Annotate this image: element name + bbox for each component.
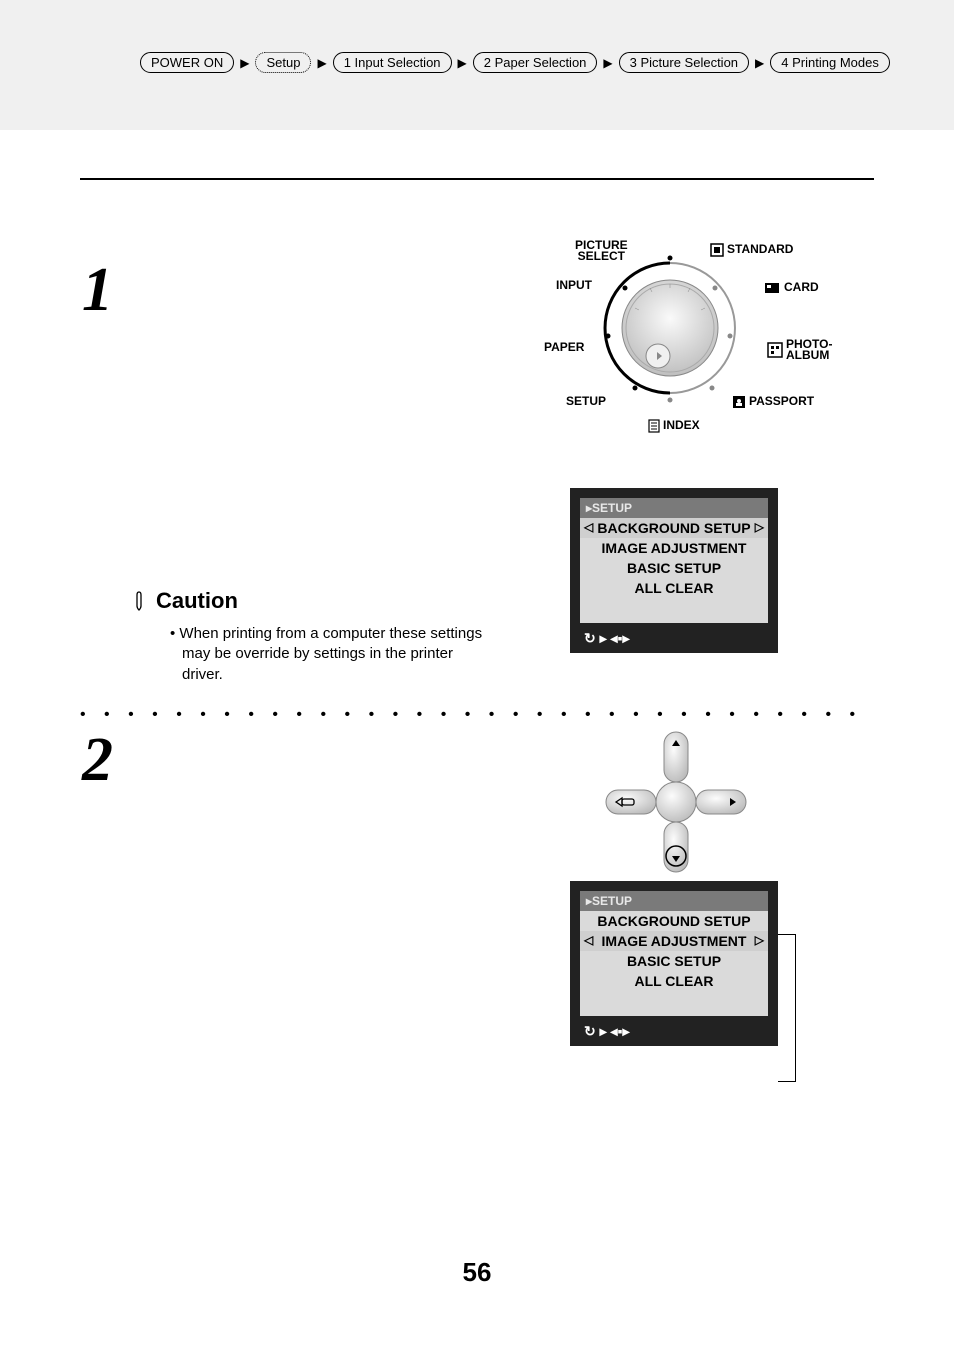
- lcd-title: ▸SETUP: [580, 891, 768, 911]
- caution-body-text: • When printing from a computer these se…: [170, 624, 490, 685]
- breadcrumb: POWER ON ▶ Setup ▶ 1 Input Selection ▶ 2 Paper…: [140, 52, 854, 73]
- card-icon: [765, 282, 781, 294]
- lcd-menu-item: BASIC SETUP: [580, 558, 768, 578]
- lcd-callout-line: [778, 934, 796, 1082]
- lcd-menu-item: ALL CLEAR: [580, 578, 768, 598]
- lcd-menu-item: BACKGROUND SETUP: [580, 911, 768, 931]
- breadcrumb-item: 2 Paper Selection: [473, 52, 598, 73]
- breadcrumb-item: 4 Printing Modes: [770, 52, 890, 73]
- lcd-menu-item: ALL CLEAR: [580, 971, 768, 991]
- breadcrumb-arrow: ▶: [240, 56, 249, 70]
- pencil-icon: [130, 590, 148, 612]
- direction-pad: [602, 728, 750, 876]
- caution-block: Caution • When printing from a computer …: [130, 588, 490, 685]
- page-number: 56: [0, 1257, 954, 1288]
- dial-label-setup: SETUP: [566, 394, 606, 408]
- dial-label-paper: PAPER: [544, 340, 584, 354]
- photo-album-icon: [767, 342, 783, 358]
- dial-label-standard: STANDARD: [710, 242, 793, 257]
- lcd-screen-1: ▸SETUP BACKGROUND SETUP◁▷IMAGE ADJUSTMEN…: [570, 488, 778, 653]
- dial-label-input: INPUT: [556, 278, 592, 292]
- lcd-footer-icons: ↻ ▸ ◂▪▸: [584, 1023, 630, 1040]
- standard-icon: [710, 243, 724, 257]
- dial-label-index: INDEX: [648, 418, 700, 433]
- lcd-menu-item: IMAGE ADJUSTMENT: [580, 538, 768, 558]
- dial-label-picture-select: PICTURE SELECT: [575, 240, 628, 263]
- breadcrumb-arrow: ▶: [458, 56, 467, 70]
- breadcrumb-item: 1 Input Selection: [333, 52, 452, 73]
- lcd-menu-item: BASIC SETUP: [580, 951, 768, 971]
- dial-label-card: CARD: [765, 280, 819, 294]
- lcd-footer-icons: ↻ ▸ ◂▪▸: [584, 630, 630, 647]
- step-number-2: 2: [82, 725, 113, 796]
- breadcrumb-arrow: ▶: [755, 56, 764, 70]
- step-number-1: 1: [82, 255, 113, 326]
- index-icon: [648, 419, 660, 433]
- dial-label-passport: PASSPORT: [732, 394, 814, 409]
- breadcrumb-item: 3 Picture Selection: [619, 52, 749, 73]
- divider-rule: [80, 178, 874, 180]
- lcd-screen-2: ▸SETUP BACKGROUND SETUPIMAGE ADJUSTMENT◁…: [570, 881, 778, 1046]
- breadcrumb-arrow: ▶: [317, 56, 326, 70]
- dial-svg: [600, 248, 740, 408]
- breadcrumb-item: POWER ON: [140, 52, 234, 73]
- dial-label-photo-album: PHOTO- ALBUM: [767, 339, 832, 362]
- breadcrumb-item: Setup: [255, 52, 311, 73]
- mode-dial-diagram: PICTURE SELECT STANDARD INPUT CARD PAPER…: [540, 230, 820, 450]
- breadcrumb-arrow: ▶: [603, 56, 612, 70]
- caution-title-text: Caution: [156, 588, 238, 614]
- passport-icon: [732, 395, 746, 409]
- lcd-menu-item: BACKGROUND SETUP◁▷: [580, 518, 768, 538]
- lcd-title: ▸SETUP: [580, 498, 768, 518]
- dotted-divider: • • • • • • • • • • • • • • • • • • • • …: [80, 706, 874, 724]
- lcd-menu-item: IMAGE ADJUSTMENT◁▷: [580, 931, 768, 951]
